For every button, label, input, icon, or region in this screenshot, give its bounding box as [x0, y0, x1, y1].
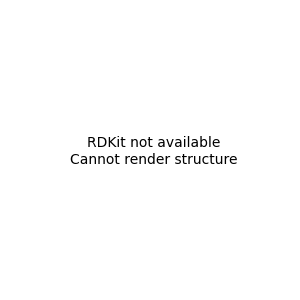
Text: RDKit not available
Cannot render structure: RDKit not available Cannot render struct… [70, 136, 238, 166]
